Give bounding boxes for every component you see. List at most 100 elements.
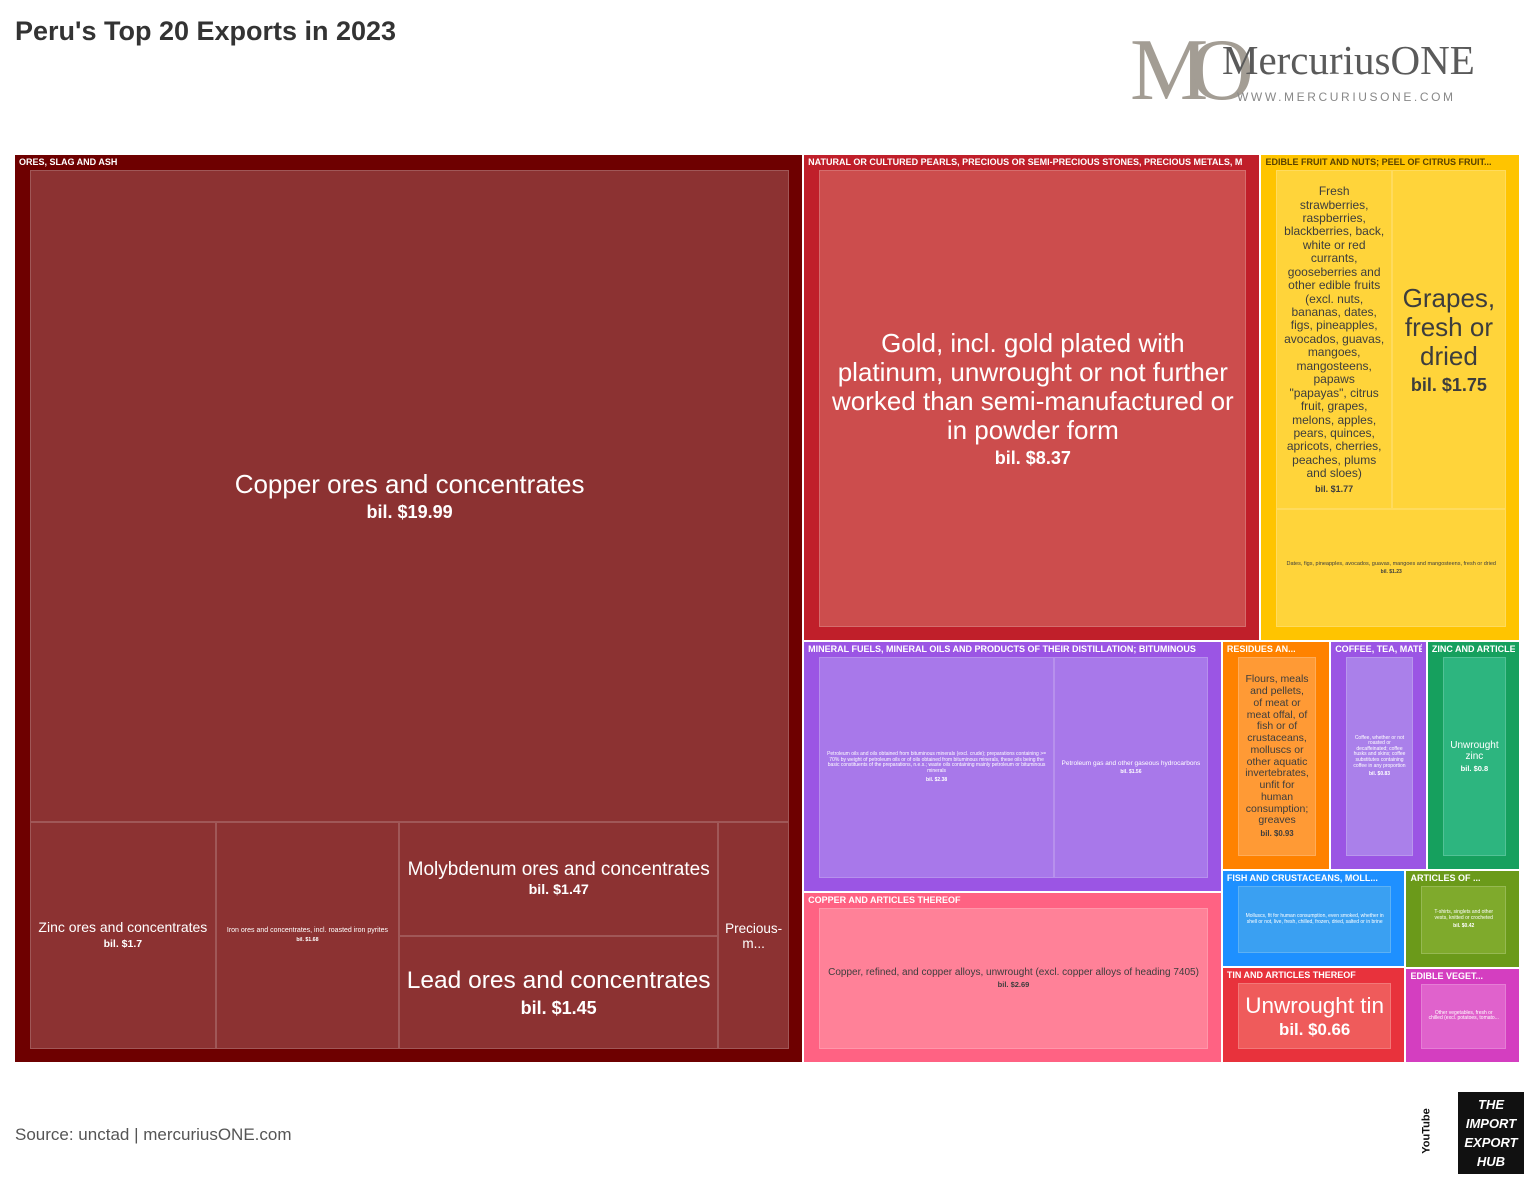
group-label: NATURAL OR CULTURED PEARLS, PRECIOUS OR … <box>808 157 1243 167</box>
value-label: bil. $19.99 <box>366 502 453 523</box>
leaf-label: Petroleum oils and oils obtained from bi… <box>827 751 1047 774</box>
group-label: RESIDUES AN... <box>1226 644 1296 655</box>
value-label: bil. $0.83 <box>1368 771 1391 778</box>
treemap: ORES, SLAG AND ASH Copper ores and concen… <box>14 154 1520 1063</box>
leaf-text: Molluscs, fit for human consumption, eve… <box>1239 910 1391 929</box>
leaf-label: T-shirts, singlets and other vests, knit… <box>1434 908 1494 921</box>
treemap-leaf: Grapes, fresh or dried bil. $1.75 <box>1391 170 1506 509</box>
leaf-text: T-shirts, singlets and other vests, knit… <box>1422 906 1505 934</box>
leaf-label: Fresh strawberries, raspberries, blackbe… <box>1284 184 1385 481</box>
treemap-leaf: Other vegetables, fresh or chilled (excl… <box>1421 983 1506 1049</box>
group-box: TIN AND ARTICLES THEREOF Unwrought tin bil… <box>1221 967 1406 1063</box>
leaf-label: Lead ores and concentrates <box>406 967 711 995</box>
leaf-label: Copper ores and concentrates <box>234 468 585 499</box>
treemap-leaf: Copper ores and concentrates bil. $19.99 <box>30 170 790 823</box>
group-box: EDIBLE FRUIT AND NUTS; PEEL OF CITRUS FR… <box>1260 154 1520 642</box>
hub-line: EXPORT <box>1464 1135 1518 1150</box>
leaf-text: Other vegetables, fresh or chilled (excl… <box>1422 1007 1505 1026</box>
leaf-text: Gold, incl. gold plated with platinum, u… <box>820 325 1245 473</box>
leaf-text: Unwrought zinc bil. $0.8 <box>1444 736 1505 778</box>
group-label: COPPER AND ARTICLES THEREOF <box>808 894 961 905</box>
hub-line: IMPORT <box>1465 1116 1517 1131</box>
logo-name: MercuriusONE <box>1222 37 1475 83</box>
leaf-text: Petroleum oils and oils obtained from bi… <box>820 748 1053 787</box>
group-box: NATURAL OR CULTURED PEARLS, PRECIOUS OR … <box>803 154 1261 642</box>
leaf-text: Grapes, fresh or dried bil. $1.75 <box>1393 280 1505 398</box>
logo-monogram: MO <box>1130 22 1254 119</box>
value-label: bil. $1.56 <box>1120 768 1142 775</box>
leaf-label: Unwrought tin <box>1245 992 1385 1018</box>
leaf-label: Dates, figs, pineapples, avocados, guava… <box>1286 560 1496 567</box>
leaf-text: Precious-m... <box>719 917 788 955</box>
leaf-label: Molybdenum ores and concentrates <box>407 859 710 881</box>
group-box: ZINC AND ARTICLES THEREOF Unwrought zincb… <box>1426 641 1520 871</box>
treemap-leaf: Lead ores and concentrates bil. $1.45 <box>399 936 719 1049</box>
group-label: TIN AND ARTICLES THEREOF <box>1226 970 1356 981</box>
leaf-text: Zinc ores and concentrates bil. $1.7 <box>32 916 213 954</box>
group-box: FISH AND CRUSTACEANS, MOLL... Molluscs, f… <box>1221 870 1406 968</box>
group-box: ORES, SLAG AND ASH Copper ores and concen… <box>14 154 804 1063</box>
treemap-leaf: Molluscs, fit for human consumption, eve… <box>1237 886 1392 954</box>
leaf-label: Zinc ores and concentrates <box>38 919 208 936</box>
value-label: bil. $0.66 <box>1279 1019 1351 1039</box>
hub-logo: THE IMPORT EXPORT HUB <box>1458 1092 1524 1174</box>
group-box: COFFEE, TEA, MATÉ AND SPICES Coffee, whet… <box>1330 641 1427 871</box>
group-label: FISH AND CRUSTACEANS, MOLL... <box>1226 873 1378 884</box>
value-label: bil. $1.23 <box>1380 568 1402 575</box>
leaf-text: Petroleum gas and other gaseous hydrocar… <box>1056 756 1207 780</box>
group-label: EDIBLE FRUIT AND NUTS; PEEL OF CITRUS FR… <box>1265 157 1492 167</box>
treemap-leaf: Dates, figs, pineapples, avocados, guava… <box>1276 508 1506 628</box>
group-label: ZINC AND ARTICLES THEREOF <box>1431 644 1515 655</box>
leaf-label: Coffee, whether or not roasted or decaff… <box>1353 734 1406 769</box>
leaf-label: Unwrought zinc <box>1450 739 1499 763</box>
group-box: RESIDUES AN... Flours, meals and pellets,… <box>1221 641 1331 871</box>
leaf-text: Fresh strawberries, raspberries, blackbe… <box>1277 181 1390 498</box>
treemap-leaf: Zinc ores and concentrates bil. $1.7 <box>30 822 216 1049</box>
treemap-leaf: Copper, refined, and copper alloys, unwr… <box>819 907 1208 1049</box>
value-label: bil. $1.47 <box>528 882 589 899</box>
leaf-label: Copper, refined, and copper alloys, unwr… <box>828 967 1199 979</box>
leaf-text: Lead ores and concentrates bil. $1.45 <box>401 963 717 1022</box>
leaf-text: Unwrought tin bil. $0.66 <box>1239 989 1390 1044</box>
value-label: bil. $2.69 <box>997 980 1030 990</box>
treemap-leaf: Petroleum gas and other gaseous hydrocar… <box>1053 657 1208 878</box>
group-box: COPPER AND ARTICLES THEREOF Copper, refin… <box>803 891 1222 1063</box>
leaf-label: Flours, meals and pellets, of meat or me… <box>1245 673 1309 827</box>
value-label: bil. $1.77 <box>1315 483 1354 494</box>
hub-line: THE <box>1478 1097 1504 1112</box>
treemap-leaf: Molybdenum ores and concentrates bil. $1.… <box>399 822 719 937</box>
treemap-leaf: Petroleum oils and oils obtained from bi… <box>819 657 1054 878</box>
value-label: bil. $1.45 <box>520 997 597 1018</box>
treemap-leaf: Gold, incl. gold plated with platinum, u… <box>819 170 1247 628</box>
value-label: bil. $1.75 <box>1410 374 1487 395</box>
group-label: ARTICLES OF ... <box>1410 873 1481 884</box>
leaf-label: Other vegetables, fresh or chilled (excl… <box>1428 1009 1499 1022</box>
treemap-leaf: Precious-m... <box>718 822 790 1049</box>
group-box: ARTICLES OF ... T-shirts, singlets and ot… <box>1405 870 1520 968</box>
leaf-text: Coffee, whether or not roasted or decaff… <box>1347 732 1412 782</box>
group-box: MINERAL FUELS, MINERAL OILS AND PRODUCTS… <box>803 641 1222 892</box>
leaf-text: Flours, meals and pellets, of meat or me… <box>1239 670 1315 843</box>
group-label: ORES, SLAG AND ASH <box>19 157 118 167</box>
leaf-label: Gold, incl. gold plated with platinum, u… <box>831 327 1234 446</box>
value-label: bil. $0.93 <box>1260 829 1294 839</box>
source-note: Source: unctad | mercuriusONE.com <box>15 1125 292 1144</box>
logo-url: WWW.MERCURIUSONE.COM <box>1237 90 1456 104</box>
group-label: MINERAL FUELS, MINERAL OILS AND PRODUCTS… <box>808 644 1196 655</box>
treemap-leaf: T-shirts, singlets and other vests, knit… <box>1421 886 1506 954</box>
value-label: bil. $0.42 <box>1453 923 1475 930</box>
leaf-text: Molybdenum ores and concentrates bil. $1.… <box>402 855 716 903</box>
leaf-label: Iron ores and concentrates, incl. roaste… <box>226 927 388 935</box>
leaf-label: Precious-m... <box>725 920 783 951</box>
leaf-label: Grapes, fresh or dried <box>1402 283 1496 372</box>
treemap-leaf: Iron ores and concentrates, incl. roaste… <box>215 822 400 1049</box>
leaf-label: Molluscs, fit for human consumption, eve… <box>1245 913 1384 925</box>
leaf-label: Petroleum gas and other gaseous hydrocar… <box>1061 759 1201 767</box>
group-label: COFFEE, TEA, MATÉ AND SPICES <box>1335 644 1422 655</box>
leaf-text: Dates, figs, pineapples, avocados, guava… <box>1281 557 1502 580</box>
leaf-text: Copper, refined, and copper alloys, unwr… <box>822 963 1205 994</box>
treemap-leaf: Fresh strawberries, raspberries, blackbe… <box>1276 170 1392 509</box>
value-label: bil. $8.37 <box>994 448 1071 469</box>
